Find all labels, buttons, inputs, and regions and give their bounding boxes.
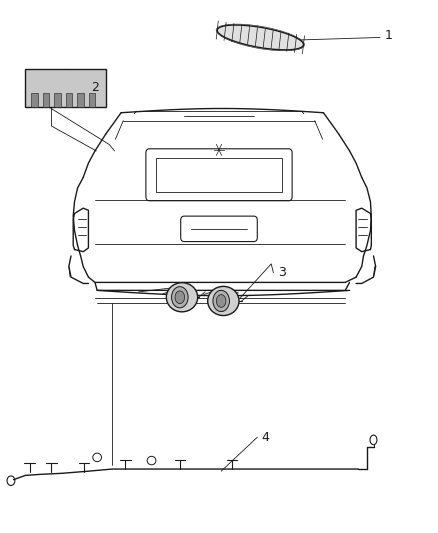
Ellipse shape	[216, 295, 226, 308]
Ellipse shape	[213, 290, 230, 312]
Text: 1: 1	[385, 29, 392, 42]
FancyBboxPatch shape	[42, 93, 49, 108]
FancyBboxPatch shape	[54, 93, 61, 108]
Ellipse shape	[175, 291, 185, 304]
Text: 2: 2	[91, 81, 99, 94]
Ellipse shape	[217, 25, 304, 50]
FancyBboxPatch shape	[31, 93, 38, 108]
Ellipse shape	[166, 282, 198, 312]
FancyBboxPatch shape	[66, 93, 72, 108]
Ellipse shape	[208, 286, 239, 316]
Text: 3: 3	[278, 266, 286, 279]
FancyBboxPatch shape	[77, 93, 84, 108]
Ellipse shape	[172, 287, 188, 308]
FancyBboxPatch shape	[88, 93, 95, 108]
Text: 4: 4	[261, 431, 269, 444]
FancyBboxPatch shape	[25, 69, 106, 108]
